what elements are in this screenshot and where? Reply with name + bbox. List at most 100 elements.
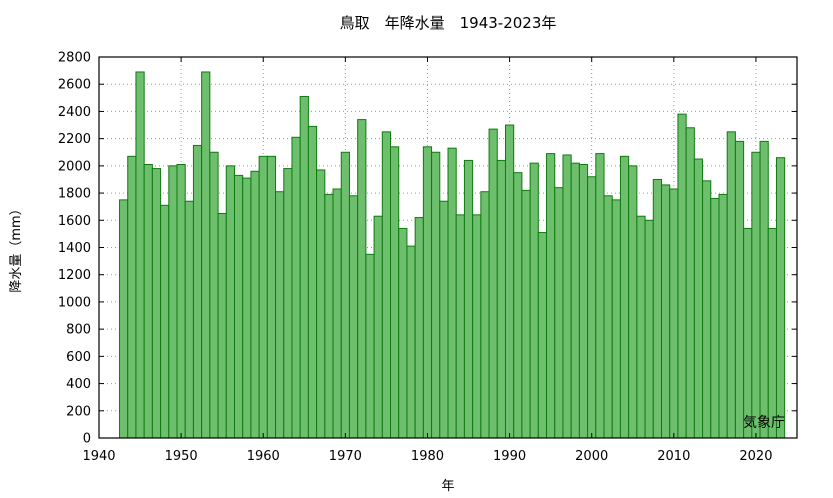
bar-1985 (463, 159, 474, 439)
bar-1956 (225, 165, 235, 439)
bars (119, 71, 786, 439)
axis-ticks: 0 200 400 600 800 1000 1200 1400 1600 1800 2000 220… (58, 51, 797, 464)
bar-1979 (414, 217, 424, 439)
y-tick-label: 1600 (58, 214, 91, 229)
bar-1951 (184, 200, 194, 439)
y-tick-label: 2200 (58, 132, 91, 147)
y-tick-label: 400 (66, 377, 91, 392)
bar-1967 (316, 169, 326, 439)
bar-1966 (307, 125, 318, 439)
x-tick-label: 1960 (247, 449, 280, 464)
bar-1955 (217, 212, 227, 439)
bar-1993 (529, 162, 539, 439)
bar-1948 (160, 204, 170, 439)
bar-1957 (233, 174, 244, 439)
bar-1953 (201, 71, 211, 439)
bar-1998 (570, 162, 580, 439)
y-tick-label: 0 (83, 432, 91, 447)
y-axis-label: 降水量（mm） (9, 202, 24, 292)
bar-1975 (381, 131, 392, 439)
bar-1963 (283, 168, 293, 439)
bar-2022 (767, 227, 777, 439)
bar-2017 (726, 131, 736, 439)
y-tick-label: 800 (66, 323, 91, 338)
bar-2011 (677, 113, 687, 439)
bar-2013 (693, 158, 704, 439)
bar-1958 (242, 177, 252, 439)
bar-1944 (127, 155, 137, 439)
bar-1995 (546, 153, 556, 439)
bar-1961 (266, 155, 277, 439)
y-tick-label: 2600 (58, 78, 91, 93)
bar-1962 (275, 191, 285, 439)
bar-2004 (619, 155, 630, 439)
credit-label: 気象庁 (743, 415, 785, 431)
bar-2009 (661, 184, 671, 439)
y-tick-label: 600 (66, 350, 91, 365)
bar-1994 (537, 232, 548, 439)
bar-1976 (390, 146, 400, 439)
y-tick-label: 2800 (58, 51, 91, 66)
x-tick-label: 1940 (82, 449, 115, 464)
bar-2007 (644, 219, 654, 439)
x-tick-label: 1970 (329, 449, 362, 464)
x-axis-label: 年 (441, 479, 454, 494)
bar-1969 (332, 188, 342, 439)
bar-1987 (480, 191, 490, 439)
bar-1986 (472, 214, 482, 439)
y-tick-label: 1200 (58, 268, 91, 283)
y-tick-label: 1000 (58, 295, 91, 310)
bar-2021 (759, 140, 769, 439)
bar-1970 (340, 151, 350, 439)
bar-2008 (652, 178, 663, 439)
bar-1996 (554, 187, 564, 439)
bar-1952 (192, 144, 203, 439)
bar-2006 (636, 215, 646, 439)
bar-1990 (504, 124, 515, 439)
bar-2019 (743, 227, 753, 439)
bar-1983 (447, 147, 457, 439)
bar-1980 (422, 146, 433, 439)
bar-2020 (751, 151, 761, 439)
bar-1991 (513, 172, 523, 439)
bar-1945 (135, 71, 145, 439)
x-tick-label: 1990 (493, 449, 526, 464)
bar-1973 (365, 253, 375, 439)
bar-2001 (595, 153, 605, 439)
y-tick-label: 200 (66, 404, 91, 419)
bar-2018 (734, 140, 745, 439)
bar-2005 (628, 165, 638, 439)
bar-2010 (669, 188, 679, 439)
x-tick-label: 2020 (739, 449, 772, 464)
bar-1992 (521, 189, 531, 439)
bar-1946 (143, 163, 153, 439)
bar-1984 (455, 214, 465, 439)
y-tick-label: 1400 (58, 241, 91, 256)
bar-2016 (718, 193, 728, 439)
bar-1954 (209, 151, 219, 439)
chart-title: 鳥取 年降水量 1943-2023年 (340, 14, 557, 32)
bar-1977 (398, 227, 408, 439)
bar-1982 (439, 200, 449, 439)
bar-1971 (348, 195, 359, 439)
y-tick-label: 1800 (58, 187, 91, 202)
bar-1997 (562, 154, 572, 439)
bar-1943 (119, 199, 129, 439)
x-tick-label: 1950 (165, 449, 198, 464)
bar-1960 (258, 155, 268, 439)
y-tick-label: 2000 (58, 159, 91, 174)
bar-1964 (291, 136, 301, 439)
bar-2023 (775, 157, 786, 439)
bar-1949 (168, 165, 178, 439)
bar-1968 (324, 193, 334, 439)
bar-1972 (357, 119, 367, 439)
bar-1947 (151, 168, 162, 439)
bar-2014 (702, 180, 712, 439)
bar-2015 (710, 198, 720, 439)
bar-2000 (587, 176, 597, 439)
bar-1978 (406, 245, 416, 439)
bar-2012 (685, 127, 695, 439)
bar-1988 (488, 128, 498, 439)
bar-1950 (176, 163, 186, 439)
